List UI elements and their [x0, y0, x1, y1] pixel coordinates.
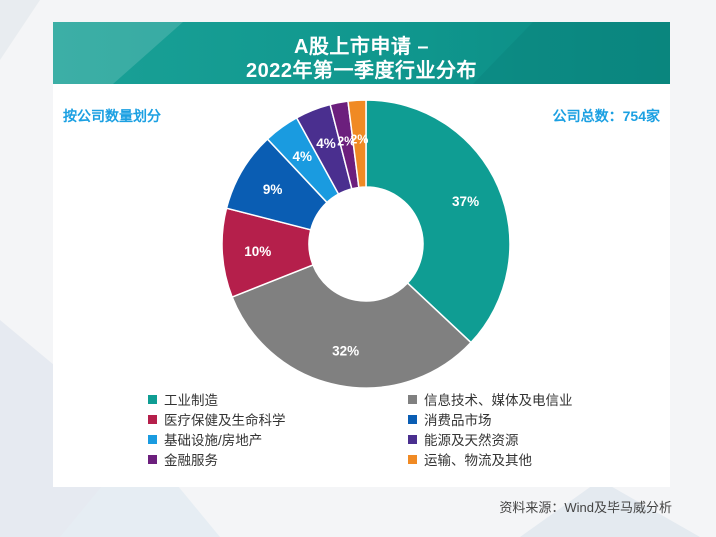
- legend-label: 信息技术、媒体及电信业: [424, 393, 573, 408]
- subtitle-by-count: 按公司数量划分: [63, 108, 161, 124]
- total-companies: 公司总数：754家: [552, 108, 660, 124]
- legend-item: 信息技术、媒体及电信业: [408, 390, 573, 408]
- legend-label: 工业制造: [164, 393, 218, 408]
- legend-item: 医疗保健及生命科学: [148, 410, 286, 428]
- legend-swatch: [148, 434, 157, 444]
- slice-label-2: 10%: [244, 244, 271, 259]
- title-banner: A股上市申请 – 2022年第一季度行业分布: [53, 22, 670, 84]
- legend-label: 医疗保健及生命科学: [164, 413, 286, 428]
- legend-label: 运输、物流及其他: [424, 453, 532, 468]
- source-note: 资料来源：Wind及毕马威分析: [499, 500, 672, 515]
- legend-label: 金融服务: [164, 453, 218, 468]
- legend-label: 基础设施/房地产: [164, 433, 263, 448]
- slice-label-6: 2%: [337, 134, 355, 148]
- chart-card: A股上市申请 – 2022年第一季度行业分布 按公司数量划分 公司总数：754家…: [53, 22, 670, 487]
- slice-label-5: 4%: [316, 136, 336, 151]
- slice-label-0: 37%: [452, 194, 479, 209]
- legend-swatch: [148, 454, 157, 464]
- legend-item: 金融服务: [148, 450, 218, 468]
- legend-swatch: [148, 394, 157, 404]
- legend-item: 工业制造: [148, 390, 218, 408]
- chart-title-line2: 2022年第一季度行业分布: [246, 60, 477, 82]
- slice-label-7: 2%: [350, 133, 368, 147]
- legend-item: 基础设施/房地产: [148, 430, 262, 448]
- legend-item: 消费品市场: [408, 410, 492, 428]
- pie-slice-7: [347, 99, 367, 189]
- legend-swatch: [408, 394, 417, 404]
- legend-label: 能源及天然资源: [424, 433, 519, 448]
- slice-label-3: 9%: [263, 182, 283, 197]
- legend-swatch: [408, 434, 417, 444]
- legend-item: 能源及天然资源: [408, 430, 519, 448]
- pie-slice-0: [365, 99, 511, 344]
- slice-label-1: 32%: [332, 344, 359, 359]
- slice-label-4: 4%: [292, 149, 312, 164]
- legend-swatch: [408, 454, 417, 464]
- legend-label: 消费品市场: [424, 413, 492, 428]
- legend-item: 运输、物流及其他: [408, 450, 532, 468]
- legend-swatch: [408, 414, 417, 424]
- donut-chart: 37%32%10%9%4%4% 2%2%: [221, 99, 511, 389]
- chart-title-line1: A股上市申请 –: [293, 36, 430, 58]
- legend-swatch: [148, 414, 157, 424]
- pie-slice-1: [231, 264, 473, 389]
